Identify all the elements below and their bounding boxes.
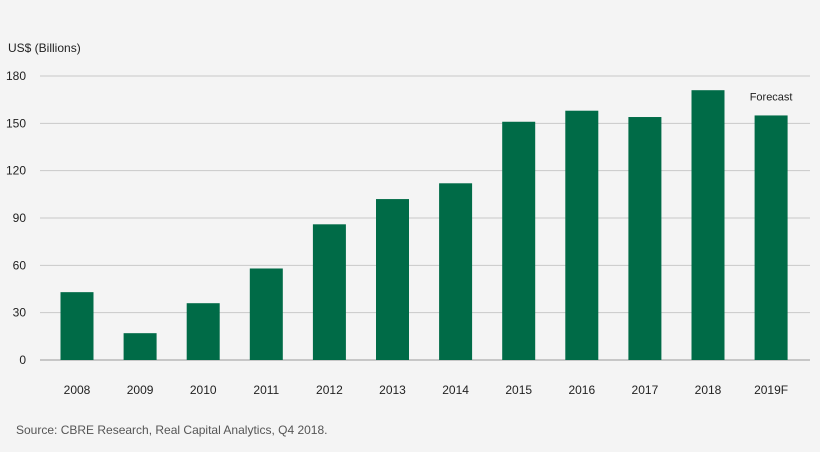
bar	[502, 121, 536, 360]
y-tick-label: 150	[6, 116, 26, 130]
bar	[376, 199, 409, 360]
bar	[628, 117, 662, 361]
axes: 0 30 60 90 120 150 180 2008 2009 2010 2011 2012 2013…	[6, 69, 793, 397]
y-tick-label: 90	[13, 211, 27, 225]
x-tick-label: 2019F	[754, 383, 788, 397]
annotation-label: Forecast	[750, 91, 793, 103]
y-axis-label: US$ (Billions)	[8, 41, 81, 55]
y-tick-label: 120	[6, 164, 26, 178]
bars	[60, 90, 788, 361]
bar	[754, 115, 788, 360]
x-tick-label: 2011	[253, 383, 279, 397]
x-tick-label: 2016	[568, 383, 595, 397]
y-tick-label: 0	[19, 353, 26, 367]
bar	[186, 303, 220, 360]
y-tick-label: 30	[13, 306, 27, 320]
bar	[691, 90, 725, 360]
source-note: Source: CBRE Research, Real Capital Anal…	[16, 423, 327, 437]
x-tick-label: 2017	[632, 383, 659, 397]
x-tick-label: 2008	[64, 383, 91, 397]
grid-lines	[40, 75, 810, 361]
bar	[249, 268, 283, 360]
x-tick-label: 2014	[442, 383, 469, 397]
x-tick-label: 2013	[379, 383, 406, 397]
x-tick-label: 2010	[190, 383, 217, 397]
x-tick-label: 2018	[695, 383, 722, 397]
x-tick-label: 2015	[505, 383, 532, 397]
bar	[60, 292, 94, 360]
y-tick-label: 180	[6, 69, 26, 83]
x-tick-label: 2009	[127, 383, 154, 397]
bar	[439, 183, 473, 360]
y-tick-label: 60	[13, 258, 27, 272]
x-tick-label: 2012	[316, 383, 343, 397]
bar	[565, 110, 599, 360]
bar	[123, 333, 157, 360]
bar	[312, 224, 346, 360]
